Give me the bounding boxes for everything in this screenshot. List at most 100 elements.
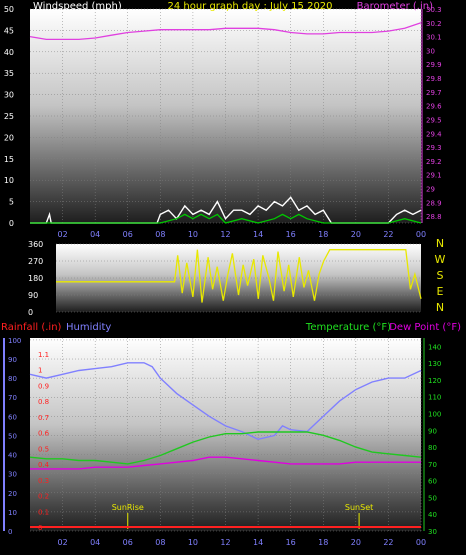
temperature-axis-title: Temperature (°F) <box>305 322 391 333</box>
temperature-tick-label: 50 <box>428 494 437 502</box>
top-x-tick-label: 16 <box>286 230 296 239</box>
compass-label: E <box>437 285 444 298</box>
humidity-tick-label: 20 <box>8 490 17 498</box>
direction-tick-label: 90 <box>28 291 38 300</box>
direction-tick-label: 270 <box>28 257 43 266</box>
rainfall-axis-title: Rainfall (.in) <box>1 322 62 333</box>
top-x-tick-label: 02 <box>57 230 67 239</box>
windspeed-tick-label: 10 <box>4 176 14 185</box>
chart-title: 24 hour graph day : July 15 2020 <box>167 1 332 12</box>
humidity-tick-label: 0 <box>8 528 12 536</box>
barometer-tick-label: 30 <box>426 47 435 55</box>
humidity-tick-label: 10 <box>8 509 17 517</box>
annotation-label: SunRise <box>112 503 144 512</box>
top-x-tick-label: 04 <box>90 230 100 239</box>
rainfall-tick-label: 0.8 <box>38 398 49 406</box>
bottom-x-tick-label: 10 <box>188 538 198 547</box>
barometer-tick-label: 29.3 <box>426 144 442 152</box>
humidity-tick-label: 30 <box>8 471 17 479</box>
direction-tick-label: 180 <box>28 274 43 283</box>
barometer-tick-label: 29 <box>426 185 435 193</box>
barometer-axis-title: Barometer (.in) <box>357 1 433 12</box>
rainfall-tick-label: 1.1 <box>38 351 49 359</box>
rainfall-tick-label: 1 <box>38 367 42 375</box>
annotation-label: SunSet <box>345 503 373 512</box>
barometer-tick-label: 30.2 <box>426 20 442 28</box>
windspeed-tick-label: 0 <box>9 219 14 228</box>
barometer-tick-label: 29.7 <box>426 89 442 97</box>
temperature-tick-label: 80 <box>428 444 437 452</box>
rainfall-tick-label: 0 <box>38 524 42 532</box>
compass-label: S <box>437 269 444 282</box>
bottom-x-tick-label: 16 <box>286 538 296 547</box>
dewpoint-axis-title: Dew Point (°F) <box>389 322 461 333</box>
compass-label: N <box>436 301 444 314</box>
barometer-tick-label: 30.1 <box>426 34 442 42</box>
rainfall-tick-label: 0.9 <box>38 382 49 390</box>
windspeed-tick-label: 45 <box>4 26 14 35</box>
temperature-tick-label: 60 <box>428 478 437 486</box>
humidity-line <box>29 362 422 441</box>
rainfall-tick-label: 0.6 <box>38 430 50 438</box>
rainfall-tick-label: 0.2 <box>38 493 49 501</box>
top-x-tick-label: 10 <box>188 230 198 239</box>
wind_direction-line <box>56 249 422 303</box>
temperature-line <box>29 431 422 465</box>
humidity-tick-label: 70 <box>8 394 17 402</box>
temperature-tick-label: 130 <box>428 360 441 368</box>
barometer-tick-label: 29.1 <box>426 172 442 180</box>
rainfall-tick-label: 0.7 <box>38 414 49 422</box>
bottom-x-tick-label: 00 <box>416 538 426 547</box>
top-x-tick-label: 00 <box>416 230 426 239</box>
bottom-x-tick-label: 02 <box>57 538 67 547</box>
bottom-x-tick-label: 08 <box>155 538 165 547</box>
temperature-tick-label: 70 <box>428 461 437 469</box>
humidity-tick-label: 40 <box>8 452 17 460</box>
windspeed-axis-title: Windspeed (mph) <box>33 1 122 12</box>
windspeed-tick-label: 15 <box>4 155 14 164</box>
top-x-tick-label: 20 <box>351 230 361 239</box>
barometer-tick-label: 29.8 <box>426 75 442 83</box>
bottom-x-tick-label: 12 <box>220 538 230 547</box>
humidity-tick-label: 80 <box>8 375 17 383</box>
barometer-tick-label: 29.9 <box>426 61 442 69</box>
temperature-tick-label: 100 <box>428 411 441 419</box>
rainfall-tick-label: 0.5 <box>38 445 49 453</box>
bottom-x-tick-label: 04 <box>90 538 100 547</box>
top-x-tick-label: 12 <box>220 230 230 239</box>
top-x-tick-label: 08 <box>155 230 165 239</box>
windspeed-tick-label: 50 <box>4 5 14 14</box>
temperature-tick-label: 140 <box>428 343 441 351</box>
barometer-tick-label: 29.4 <box>426 130 442 138</box>
temperature-tick-label: 30 <box>428 528 437 536</box>
windspeed-tick-label: 40 <box>4 48 14 57</box>
top-x-tick-label: 18 <box>318 230 328 239</box>
humidity-axis-title: Humidity <box>66 322 111 333</box>
bottom-x-tick-label: 22 <box>383 538 393 547</box>
bottom-x-tick-label: 14 <box>253 538 263 547</box>
windspeed-tick-label: 25 <box>4 112 14 121</box>
barometer-tick-label: 29.6 <box>426 103 442 111</box>
windspeed-tick-label: 20 <box>4 133 14 142</box>
temperature-tick-label: 120 <box>428 377 441 385</box>
humidity-tick-label: 60 <box>8 413 17 421</box>
bottom-x-tick-label: 20 <box>351 538 361 547</box>
barometer-tick-label: 28.9 <box>426 199 442 207</box>
temperature-tick-label: 110 <box>428 394 441 402</box>
humidity-tick-label: 90 <box>8 356 17 364</box>
top-x-tick-label: 06 <box>123 230 133 239</box>
wind_gust-line <box>30 213 422 224</box>
direction-tick-label: 360 <box>28 240 43 249</box>
windspeed-tick-label: 30 <box>4 91 14 100</box>
windspeed-tick-label: 5 <box>9 198 14 207</box>
top-x-tick-label: 14 <box>253 230 263 239</box>
humidity-tick-label: 50 <box>8 432 17 440</box>
humidity-tick-label: 100 <box>8 337 21 345</box>
top-x-tick-label: 22 <box>383 230 393 239</box>
barometer-tick-label: 29.5 <box>426 116 442 124</box>
rainfall-tick-label: 0.3 <box>38 477 49 485</box>
compass-label: N <box>436 237 444 250</box>
barometer-tick-label: 29.2 <box>426 158 442 166</box>
barometer-line <box>29 22 422 41</box>
